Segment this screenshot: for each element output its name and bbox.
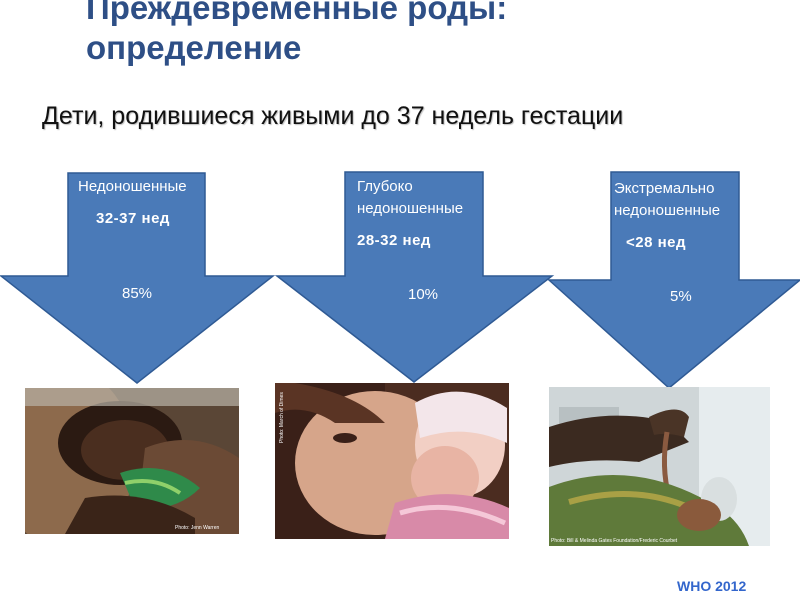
category-extremely-preterm-name-2: недоношенные — [614, 202, 721, 219]
category-extremely-preterm-range: <28 нед — [626, 234, 687, 251]
page-subtitle: Дети, родившиеся живыми до 37 недель гес… — [42, 102, 624, 130]
title-line-2: определение — [86, 29, 302, 66]
category-preterm-percent: 85% — [122, 285, 153, 302]
photo-credit-1: Photo: Jenn Warren — [175, 525, 220, 531]
category-extremely-preterm-percent: 5% — [670, 288, 692, 305]
category-preterm-name: Недоношенные — [78, 178, 187, 195]
category-very-preterm-name-1: Глубоко — [357, 178, 413, 195]
category-very-preterm: Глубоко недоношенные 28-32 нед — [357, 176, 463, 252]
page-title: Преждевременные роды: определение — [86, 0, 786, 68]
arrow-preterm — [0, 172, 276, 384]
hand-holding-preterm-infant-photo: Photo: Bill & Melinda Gates Foundation/F… — [549, 387, 770, 546]
photo-credit-2: Photo: March of Dimes — [279, 392, 285, 443]
infant-photo: Photo: Jenn Warren — [25, 388, 239, 534]
category-very-preterm-range: 28-32 нед — [357, 232, 431, 249]
photo-credit-3: Photo: Bill & Melinda Gates Foundation/F… — [551, 538, 678, 544]
arrow-extremely-preterm — [547, 171, 800, 389]
category-preterm: Недоношенные 32-37 нед — [78, 176, 187, 230]
category-very-preterm-percent: 10% — [408, 286, 439, 303]
source-label: WHO 2012 — [677, 578, 747, 594]
category-preterm-range: 32-37 нед — [96, 210, 170, 227]
category-very-preterm-name-2: недоношенные — [357, 200, 464, 217]
category-extremely-preterm: Экстремально недоношенные <28 нед — [614, 178, 720, 254]
title-line-1: Преждевременные роды: — [86, 0, 508, 26]
category-extremely-preterm-name-1: Экстремально — [614, 180, 715, 197]
arrow-very-preterm — [274, 171, 555, 383]
mother-and-infant-photo: Photo: March of Dimes — [275, 383, 509, 539]
